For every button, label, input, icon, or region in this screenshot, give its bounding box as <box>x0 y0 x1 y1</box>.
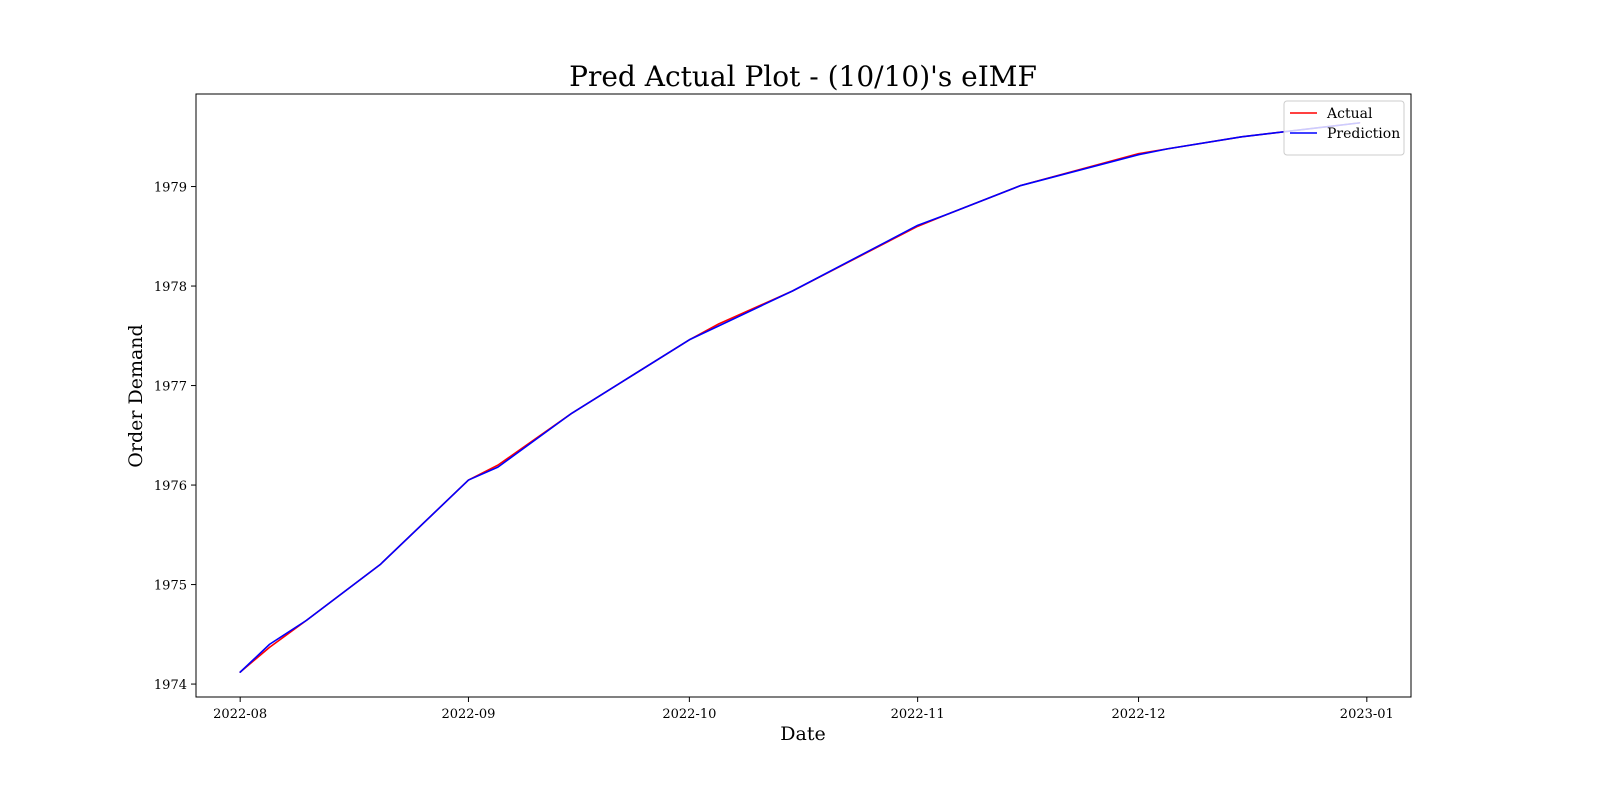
y-tick-label: 1975 <box>154 579 187 594</box>
x-tick-label: 2022-08 <box>213 707 267 722</box>
y-tick-label: 1976 <box>154 479 187 494</box>
series-line-prediction <box>239 122 1361 673</box>
legend-label-actual: Actual <box>1326 106 1373 122</box>
y-axis-label: Order Demand <box>125 324 147 467</box>
y-tick-label: 1974 <box>154 678 187 693</box>
x-tick-label: 2022-09 <box>441 707 495 722</box>
legend-box <box>1283 100 1405 156</box>
y-tick-label: 1978 <box>154 280 187 295</box>
x-tick-label: 2022-12 <box>1112 707 1166 722</box>
y-tick-label: 1979 <box>154 181 187 196</box>
x-axis-label: Date <box>780 723 825 745</box>
legend: Actual Prediction <box>1283 100 1405 156</box>
x-tick-label: 2022-11 <box>891 707 945 722</box>
x-axis: 2022-08 2022-09 2022-10 2022-11 2022-12 2023-… <box>213 697 1394 722</box>
y-axis: 1974 1975 1976 1977 1978 1979 <box>154 181 196 693</box>
plot-area-frame <box>195 93 1412 698</box>
y-tick-label: 1977 <box>154 380 187 395</box>
series-layer <box>239 122 1361 673</box>
chart-title: Pred Actual Plot - (10/10)'s eIMF <box>569 60 1037 93</box>
x-tick-label: 2023-01 <box>1340 707 1394 722</box>
legend-label-prediction: Prediction <box>1327 126 1400 142</box>
x-tick-label: 2022-10 <box>662 707 716 722</box>
